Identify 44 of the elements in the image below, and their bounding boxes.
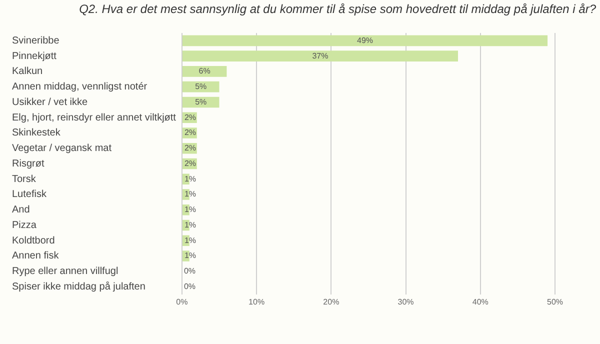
data-label: 2%	[184, 128, 196, 138]
x-tick-label: 50%	[546, 297, 564, 306]
data-label: 0%	[184, 282, 196, 291]
y-tick-label: Annen fisk	[12, 250, 60, 262]
data-label: 1%	[184, 251, 196, 260]
x-tick-label: 30%	[398, 297, 414, 306]
y-tick-label: Elg, hjort, reinsdyr eller annet viltkjøtt	[12, 112, 176, 124]
x-tick-label: 0%	[176, 297, 188, 306]
data-label: 2%	[184, 112, 196, 122]
data-label: 49%	[356, 36, 373, 45]
y-tick-label: Spiser ikke middag på julaften	[12, 280, 146, 292]
y-tick-label: Kalkun	[12, 66, 43, 78]
y-tick-label: Torsk	[12, 174, 37, 185]
bar	[182, 35, 548, 46]
y-tick-label: Pizza	[12, 220, 37, 231]
data-label: 0%	[184, 266, 196, 276]
y-tick-label: Vegetar / vegansk mat	[12, 143, 112, 154]
data-label: 1%	[184, 205, 196, 214]
y-tick-label: Annen middag, vennligst notér	[12, 82, 148, 93]
data-label: 1%	[184, 174, 196, 184]
x-tick-label: 20%	[323, 297, 340, 306]
data-label: 6%	[198, 66, 210, 76]
bar	[182, 66, 227, 77]
data-label: 5%	[195, 82, 207, 92]
y-tick-label: Lutefisk	[12, 189, 48, 200]
y-tick-label: Skinkestek	[12, 128, 62, 139]
data-label: 1%	[184, 236, 196, 245]
data-label: 2%	[184, 144, 196, 153]
data-label: 37%	[312, 51, 328, 60]
y-tick-label: Pinnekjøtt	[12, 50, 57, 62]
y-tick-label: And	[12, 204, 30, 216]
data-label: 1%	[184, 220, 196, 230]
y-tick-label: Usikker / vet ikke	[12, 96, 88, 108]
data-label: 2%	[184, 158, 196, 168]
data-label: 1%	[184, 190, 196, 199]
x-tick-label: 40%	[472, 297, 488, 306]
bar	[182, 50, 458, 62]
y-tick-label: Svineribbe	[12, 35, 60, 46]
x-tick-label: 10%	[248, 297, 265, 306]
y-tick-label: Koldtbord	[12, 235, 55, 246]
y-tick-label: Risgrøt	[12, 158, 44, 170]
y-tick-label: Rype eller annen villfugl	[12, 266, 118, 278]
chart-title: Q2. Hva er det mest sannsynlig at du kommer til å spise som hovedrett til middag på julaften i år?	[79, 2, 596, 16]
data-label: 5%	[195, 97, 207, 106]
